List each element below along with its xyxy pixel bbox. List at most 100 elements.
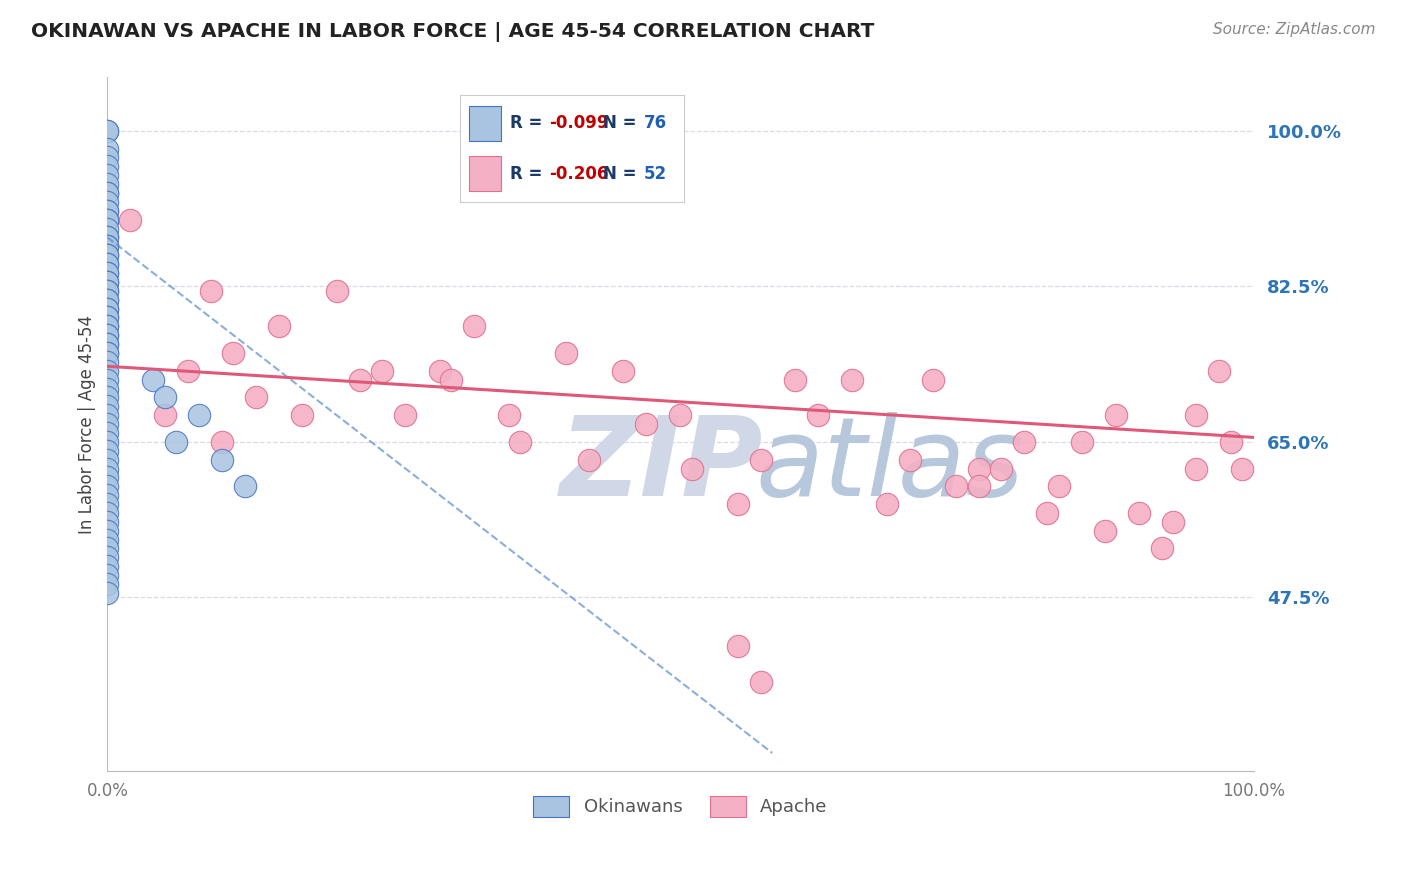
Point — [96, 284, 118, 298]
Point — [96, 559, 118, 574]
Point — [96, 212, 118, 227]
Point — [554, 346, 576, 360]
Point — [96, 364, 118, 378]
Point — [96, 203, 118, 218]
Text: ZIP: ZIP — [560, 412, 763, 519]
Point — [1208, 364, 1230, 378]
Point — [96, 186, 118, 200]
Point — [429, 364, 451, 378]
Point — [96, 373, 118, 387]
Point — [96, 382, 118, 396]
Point — [636, 417, 658, 431]
Point — [96, 124, 118, 138]
Point — [1230, 461, 1253, 475]
Point — [1105, 408, 1128, 422]
Point — [96, 470, 118, 484]
Point — [96, 150, 118, 164]
Point — [371, 364, 394, 378]
Point — [325, 284, 347, 298]
Text: OKINAWAN VS APACHE IN LABOR FORCE | AGE 45-54 CORRELATION CHART: OKINAWAN VS APACHE IN LABOR FORCE | AGE … — [31, 22, 875, 42]
Point — [96, 515, 118, 529]
Point — [233, 479, 256, 493]
Point — [96, 461, 118, 475]
Point — [440, 373, 463, 387]
Point — [96, 434, 118, 449]
Point — [1163, 515, 1185, 529]
Point — [96, 319, 118, 334]
Point — [96, 203, 118, 218]
Point — [96, 319, 118, 334]
Point — [96, 310, 118, 325]
Point — [96, 301, 118, 316]
Point — [578, 452, 600, 467]
Point — [96, 142, 118, 156]
Point — [153, 408, 176, 422]
Point — [1128, 506, 1150, 520]
Point — [96, 417, 118, 431]
Point — [96, 284, 118, 298]
Point — [509, 434, 531, 449]
Point — [807, 408, 830, 422]
Point — [211, 434, 233, 449]
Point — [96, 399, 118, 413]
Point — [96, 230, 118, 244]
Point — [785, 373, 807, 387]
Point — [898, 452, 921, 467]
Point — [1219, 434, 1241, 449]
Point — [96, 239, 118, 253]
Point — [96, 159, 118, 173]
Point — [96, 568, 118, 582]
Point — [96, 186, 118, 200]
Point — [96, 248, 118, 262]
Point — [96, 346, 118, 360]
Point — [96, 168, 118, 182]
Point — [96, 301, 118, 316]
Point — [96, 221, 118, 235]
Text: Source: ZipAtlas.com: Source: ZipAtlas.com — [1212, 22, 1375, 37]
Point — [394, 408, 416, 422]
Point — [96, 275, 118, 289]
Point — [681, 461, 703, 475]
Point — [96, 248, 118, 262]
Point — [921, 373, 943, 387]
Point — [96, 408, 118, 422]
Point — [349, 373, 371, 387]
Point — [96, 346, 118, 360]
Point — [463, 319, 485, 334]
Point — [96, 586, 118, 600]
Point — [96, 177, 118, 191]
Point — [211, 452, 233, 467]
Point — [153, 391, 176, 405]
Point — [612, 364, 634, 378]
Point — [96, 266, 118, 280]
Point — [1036, 506, 1059, 520]
Point — [1047, 479, 1070, 493]
Point — [96, 337, 118, 351]
Point — [96, 479, 118, 493]
Point — [96, 212, 118, 227]
Point — [96, 124, 118, 138]
Text: atlas: atlas — [755, 412, 1024, 519]
Point — [1070, 434, 1092, 449]
Point — [1185, 408, 1208, 422]
Point — [96, 425, 118, 440]
Point — [967, 479, 990, 493]
Point — [749, 452, 772, 467]
Point — [96, 328, 118, 343]
Legend: Okinawans, Apache: Okinawans, Apache — [526, 789, 835, 824]
Point — [727, 640, 749, 654]
Point — [841, 373, 863, 387]
Point — [269, 319, 291, 334]
Point — [96, 443, 118, 458]
Point — [96, 194, 118, 209]
Point — [96, 230, 118, 244]
Point — [96, 488, 118, 502]
Point — [1014, 434, 1036, 449]
Point — [498, 408, 520, 422]
Point — [990, 461, 1012, 475]
Point — [96, 239, 118, 253]
Point — [188, 408, 211, 422]
Point — [142, 373, 165, 387]
Point — [96, 328, 118, 343]
Point — [727, 497, 749, 511]
